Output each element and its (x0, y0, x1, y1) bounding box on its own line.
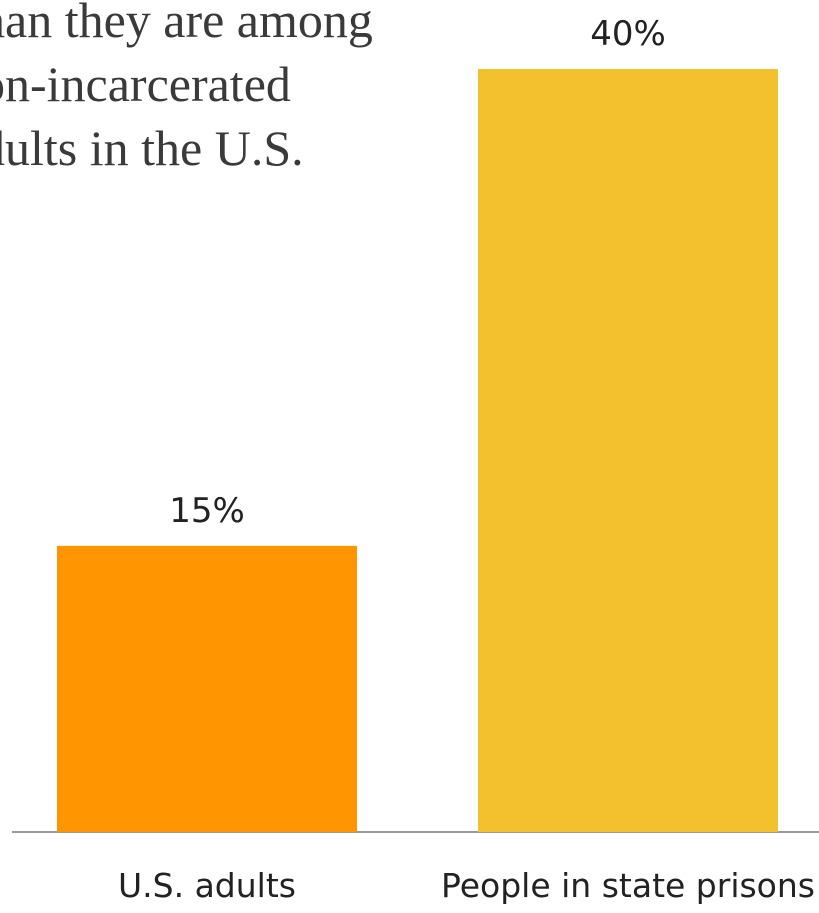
value-label-1: 40% (590, 14, 666, 54)
caption-line-2: on-incarcerated (0, 56, 291, 112)
bar-1 (478, 69, 778, 832)
category-label-0: U.S. adults (118, 866, 296, 905)
chart-caption: han they are among on-incarcerated dults… (0, 0, 373, 180)
caption-line-3: dults in the U.S. (0, 120, 304, 176)
bar-0 (57, 545, 357, 832)
value-labels-group: 15% 40% (169, 14, 666, 531)
caption-line-1: han they are among (0, 0, 373, 48)
value-label-0: 15% (169, 491, 245, 531)
category-labels-group: U.S. adults People in state prisons (118, 866, 815, 905)
bars-group (57, 69, 778, 832)
category-label-1: People in state prisons (441, 866, 815, 905)
